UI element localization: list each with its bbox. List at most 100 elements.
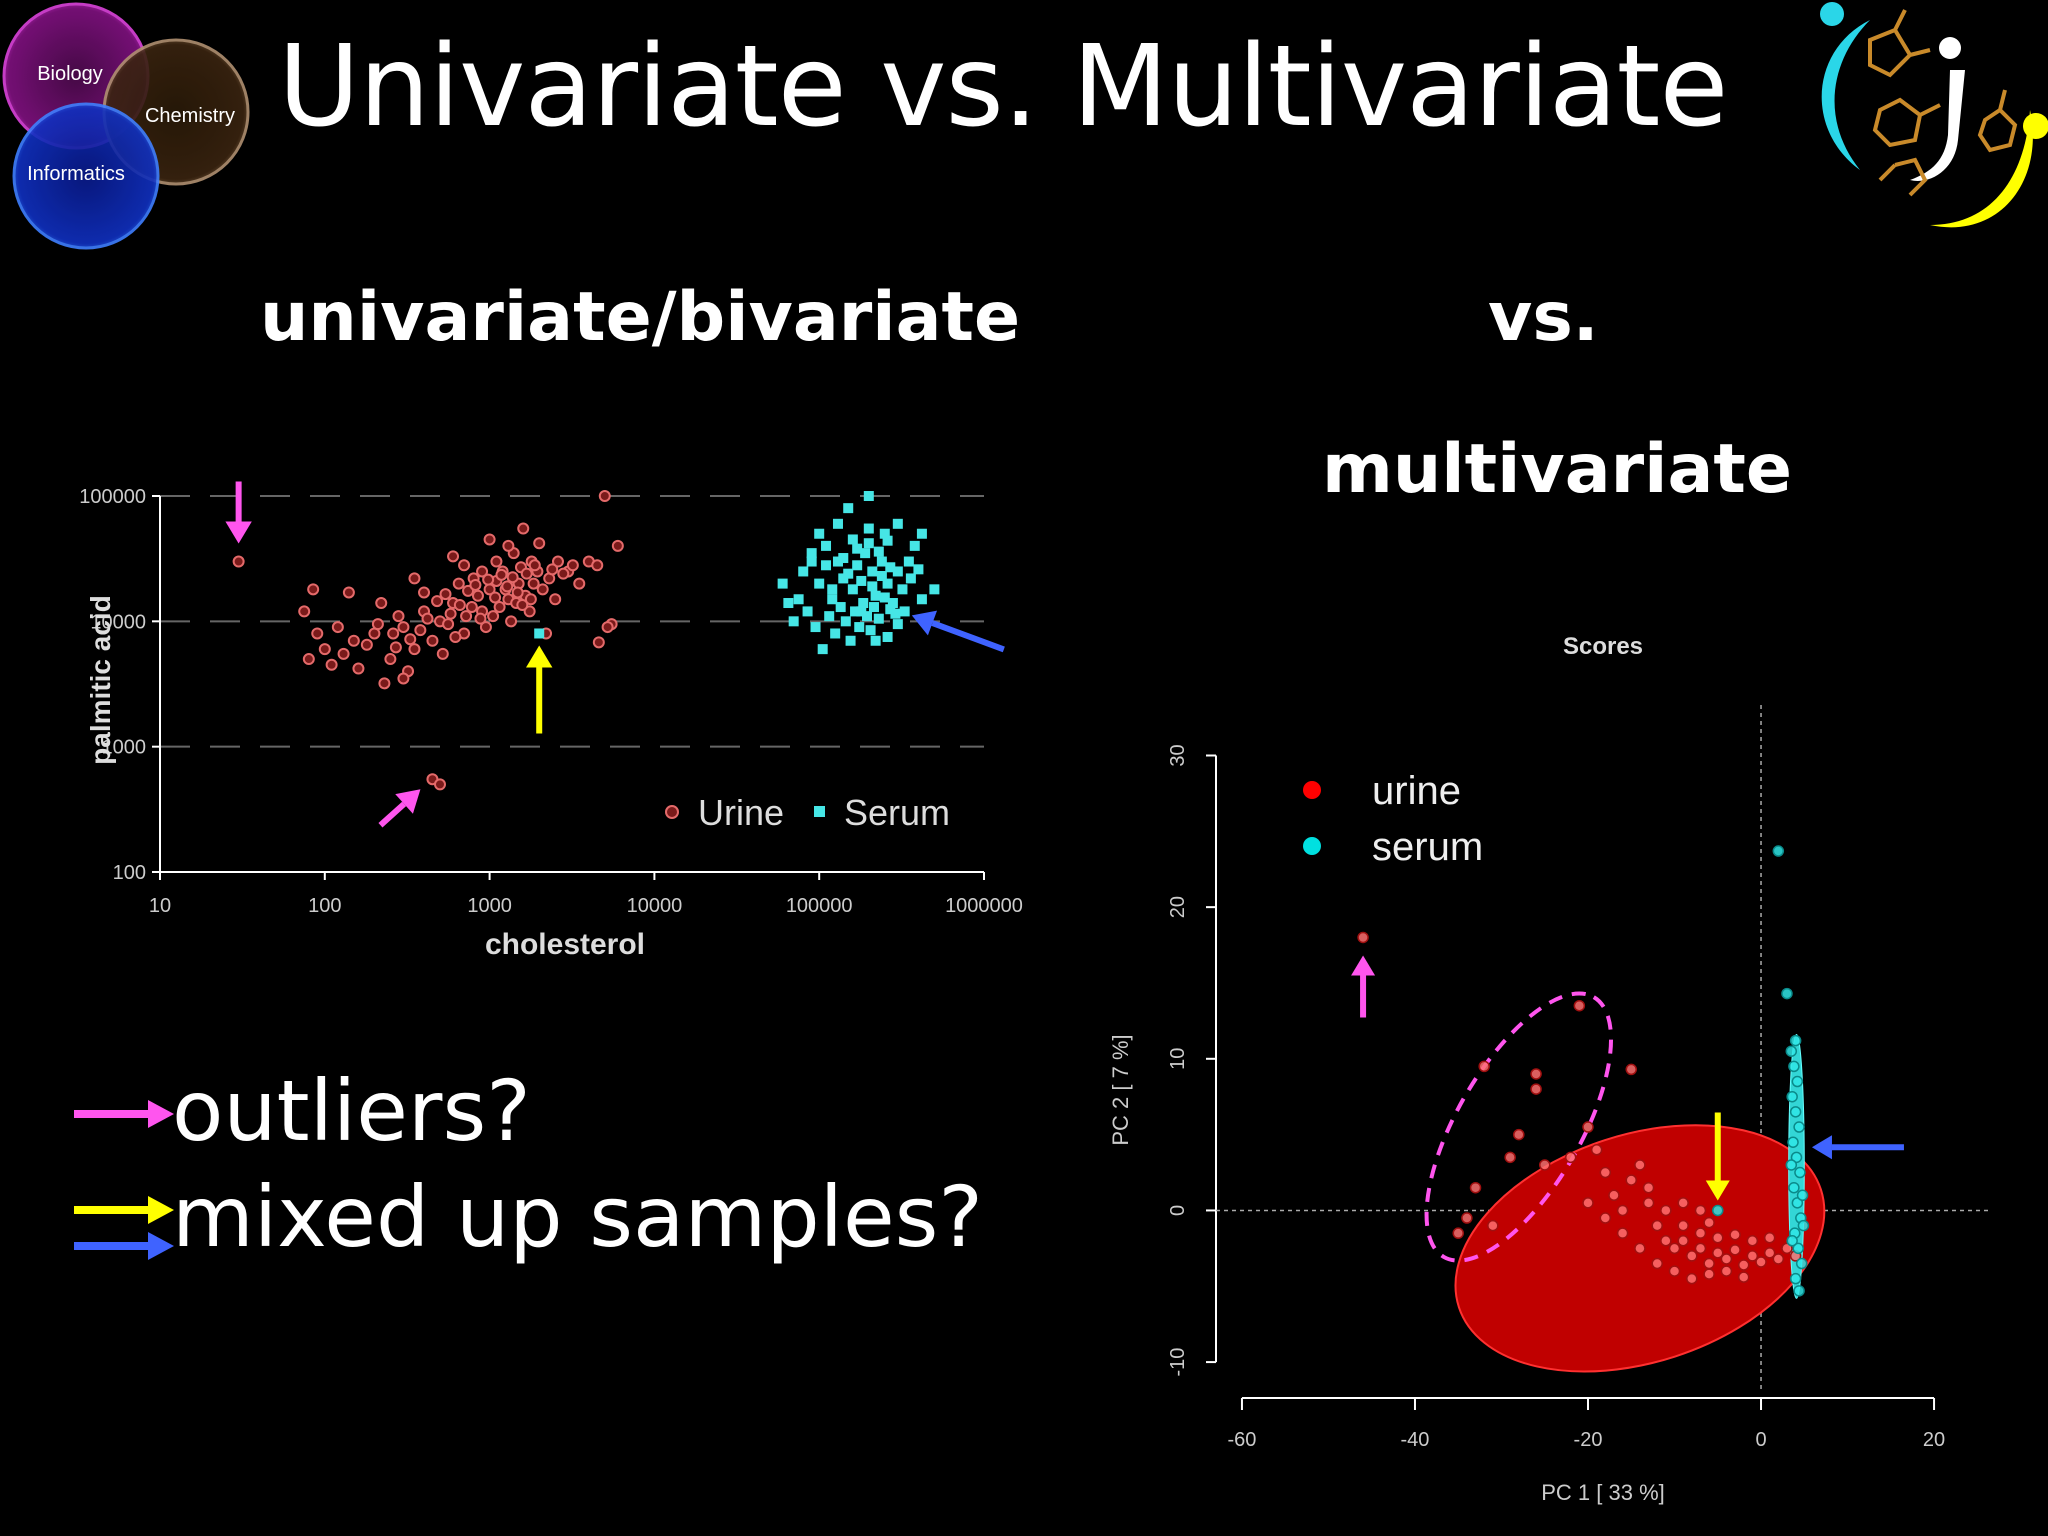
chart1-point-serum	[832, 556, 843, 567]
chart2-y-tick-label: 10	[1167, 1048, 1189, 1070]
chart1-point-urine	[453, 598, 466, 611]
chart1-point-urine	[479, 621, 492, 634]
chart1-point-serum	[827, 594, 838, 605]
institute-logo	[1820, 2, 2048, 228]
chart1-point-serum	[835, 602, 846, 613]
chart1-point-serum	[863, 523, 874, 534]
chart1-point-serum	[903, 556, 914, 567]
chart1-point-urine	[307, 583, 320, 596]
chart1-point-serum	[916, 594, 927, 605]
chart1-point-urine	[524, 593, 537, 606]
chart2-point-serum	[1712, 1204, 1724, 1217]
chart2-point-urine	[1746, 1235, 1759, 1247]
chart2-point-urine	[1781, 1242, 1793, 1255]
chart2-point-urine	[1737, 1271, 1750, 1283]
chart2-point-urine	[1642, 1197, 1655, 1209]
chart2-point-urine	[1625, 1174, 1638, 1186]
chart2-point-urine	[1703, 1257, 1715, 1270]
chart1-point-urine	[546, 563, 559, 576]
chart2-point-urine	[1703, 1216, 1715, 1229]
chart1-point-serum	[897, 584, 908, 595]
chart2-point-urine	[1642, 1181, 1655, 1194]
chart1-point-urine	[493, 601, 506, 614]
subtitle-vs: vs.	[1488, 278, 1599, 357]
chart1-point-urine	[426, 634, 439, 647]
chart2-legend-serum-marker	[1303, 837, 1321, 855]
chart1-point-serum	[873, 613, 884, 624]
chart1-point-urine	[573, 577, 586, 590]
venn-logo: Biology Chemistry Informatics	[2, 2, 250, 250]
chart1-point-serum	[854, 622, 865, 633]
chart2-point-urine	[1564, 1151, 1577, 1164]
chart1-point-urine	[404, 633, 417, 646]
chart2-y-tick-label: 0	[1167, 1205, 1189, 1216]
chart2-point-serum	[1785, 1159, 1798, 1171]
chart1-point-serum	[867, 581, 878, 592]
chart1-point-serum	[887, 598, 898, 609]
logo-cyan-arc	[1821, 20, 1870, 170]
chart1-point-serum	[788, 616, 799, 627]
chart1-point-urine	[495, 568, 508, 581]
chart2-point-urine	[1651, 1257, 1663, 1270]
chart1-point-serum	[870, 635, 881, 646]
chart1-point-urine	[392, 610, 405, 623]
chart2-legend-urine-label: urine	[1372, 769, 1461, 813]
chart1-point-urine	[337, 647, 350, 660]
chart1-point-urine	[502, 539, 515, 552]
chart1-point-serum	[856, 606, 867, 617]
chart2-point-urine	[1530, 1083, 1542, 1095]
logo-white-j	[1910, 70, 1965, 181]
chart1-point-serum	[913, 564, 924, 575]
chart2-point-urine	[1712, 1247, 1724, 1259]
key-mixed-text: mixed up samples?	[172, 1168, 984, 1266]
chart1-point-urine	[476, 565, 489, 578]
chart1-point-urine	[536, 583, 549, 596]
chart2-point-serum	[1793, 1285, 1805, 1297]
chart1-point-serum	[777, 578, 788, 589]
chart1-point-serum	[850, 606, 861, 617]
chart1-point-urine	[557, 567, 570, 580]
chart2-point-serum	[1796, 1189, 1809, 1202]
chart1-point-urine	[460, 610, 473, 623]
chart2-point-urine	[1763, 1231, 1776, 1244]
chart1-point-serum	[885, 562, 896, 573]
chart2-point-urine	[1677, 1219, 1689, 1232]
chart1-legend-serum-label: Serum	[844, 792, 950, 833]
chart1-point-serum	[863, 538, 874, 549]
chart2-point-urine	[1729, 1244, 1741, 1256]
chart1-point-serum	[806, 556, 817, 567]
chart2-point-serum	[1788, 1181, 1800, 1194]
chart2-point-urine	[1487, 1219, 1499, 1232]
chart1-point-serum	[840, 616, 851, 627]
key-outliers-text: outliers?	[172, 1062, 531, 1160]
chart2-point-urine	[1599, 1166, 1612, 1179]
chart2-point-urine	[1452, 1227, 1464, 1239]
chart2-point-urine	[1660, 1235, 1672, 1247]
chart1-x-tick-label: 100000	[786, 895, 853, 917]
chart2-point-urine	[1651, 1219, 1663, 1232]
chart2-x-tick-label: -40	[1401, 1429, 1430, 1451]
chart1-point-urine	[397, 621, 410, 634]
chart1-point-urine	[360, 638, 373, 651]
chart1-point-serum	[817, 644, 828, 655]
chart2-point-urine	[1582, 1121, 1594, 1133]
chart1-point-urine	[601, 621, 614, 634]
chart1-point-urine	[474, 612, 487, 625]
chart1-point-urine	[490, 555, 503, 568]
logo-yellow-arc	[1930, 110, 2033, 228]
chart2-annotation-arrow	[1351, 955, 1376, 1018]
key-arrow-mixed-blue	[74, 1232, 174, 1260]
chart1-point-urine	[533, 537, 546, 550]
chart1-point-urine	[549, 593, 562, 606]
chart2-point-urine	[1712, 1231, 1724, 1244]
chart2-point-urine	[1478, 1060, 1490, 1073]
chart1-point-urine	[302, 653, 315, 666]
venn-label-informatics: Informatics	[27, 163, 125, 185]
subtitle-univariate: univariate/bivariate	[260, 278, 1021, 357]
chart2-point-urine	[1772, 1253, 1785, 1265]
chart1-point-serum	[814, 528, 825, 539]
chart1-point-urine	[436, 647, 449, 660]
chart2-point-urine	[1634, 1159, 1646, 1171]
chart1-point-serum	[861, 611, 872, 622]
